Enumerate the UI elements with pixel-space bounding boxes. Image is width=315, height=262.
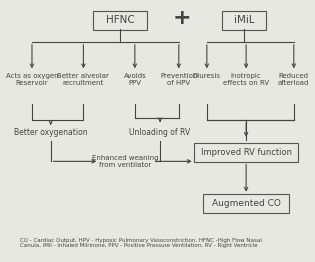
- FancyBboxPatch shape: [222, 10, 266, 30]
- Text: Reduced
afterload: Reduced afterload: [278, 73, 310, 86]
- Text: Augmented CO: Augmented CO: [212, 199, 281, 208]
- Text: iMiL: iMiL: [234, 15, 255, 25]
- Text: Enhanced weaning
from ventilator: Enhanced weaning from ventilator: [92, 155, 159, 168]
- FancyBboxPatch shape: [93, 10, 146, 30]
- Text: HFNC: HFNC: [106, 15, 134, 25]
- Text: Better alveolar
recruitment: Better alveolar recruitment: [57, 73, 109, 86]
- Text: Improved RV function: Improved RV function: [201, 148, 292, 157]
- FancyBboxPatch shape: [203, 194, 289, 213]
- Text: CO - Cardiac Output, HPV - Hypoxic Pulmonary Vasoconstriction, HFNC -High Flow N: CO - Cardiac Output, HPV - Hypoxic Pulmo…: [20, 238, 262, 248]
- Text: Better oxygenation: Better oxygenation: [14, 128, 88, 138]
- Text: Avoids
PPV: Avoids PPV: [123, 73, 146, 86]
- Text: Inotropic
effects on RV: Inotropic effects on RV: [223, 73, 269, 86]
- Text: Unloading of RV: Unloading of RV: [129, 128, 191, 138]
- FancyBboxPatch shape: [194, 143, 299, 162]
- Text: +: +: [172, 8, 191, 29]
- Text: Diuresis: Diuresis: [193, 73, 221, 79]
- Text: Prevention
of HPV: Prevention of HPV: [160, 73, 198, 86]
- Text: Acts as oxygen
Reservoir: Acts as oxygen Reservoir: [6, 73, 58, 86]
